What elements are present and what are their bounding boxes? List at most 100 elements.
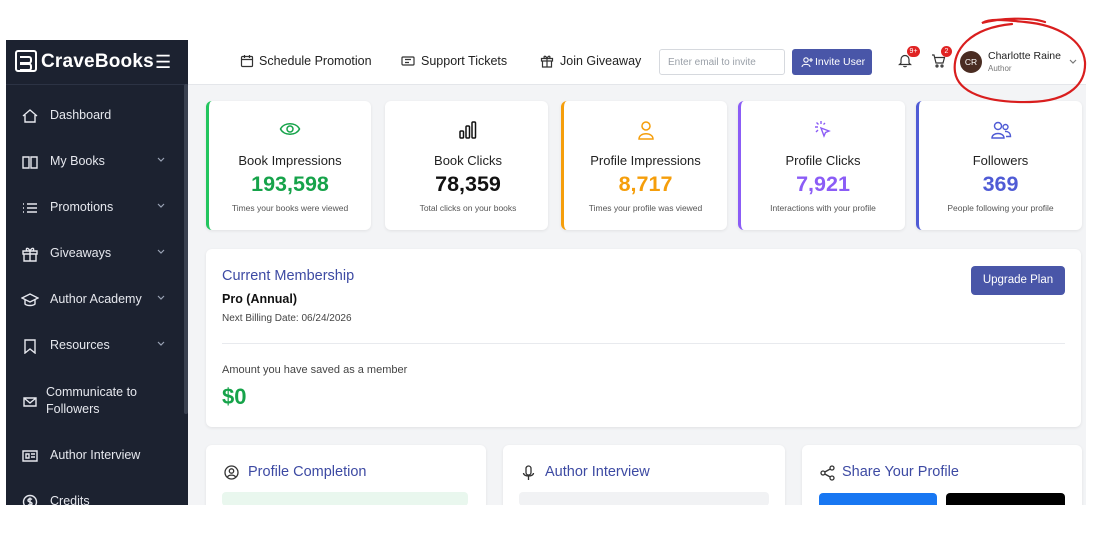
- sidebar-item-label: Dashboard: [50, 108, 112, 122]
- stat-description: Times your books were viewed: [231, 203, 349, 213]
- hamburger-menu-icon[interactable]: ☰: [155, 52, 172, 72]
- calendar-icon: [240, 55, 254, 68]
- notifications-button[interactable]: 9+: [898, 46, 920, 71]
- stat-value: 78,359: [435, 172, 501, 196]
- sidebar: CraveBooks ☰ Dashboard My Books Promotio…: [6, 40, 188, 505]
- chevron-down-icon: [157, 249, 165, 254]
- chevron-down-icon: [157, 341, 165, 346]
- gift-icon: [540, 55, 554, 68]
- stat-title: Profile Impressions: [590, 153, 701, 168]
- user-circle-icon: [224, 465, 239, 480]
- invite-user-button[interactable]: Invite User: [792, 49, 872, 75]
- graduation-cap-icon: [21, 293, 39, 307]
- stat-title: Book Impressions: [238, 153, 342, 168]
- list-icon: [23, 203, 37, 213]
- gift-icon: [22, 247, 38, 262]
- notifications-badge: 9+: [907, 46, 920, 57]
- saved-amount-value: $0: [222, 384, 247, 409]
- sidebar-item-label: Credits: [50, 494, 90, 505]
- brand-header: CraveBooks ☰: [6, 40, 188, 85]
- brand-name: CraveBooks: [41, 51, 154, 72]
- stat-card-book-impressions: Book Impressions 193,598 Times your book…: [206, 101, 371, 230]
- stat-description: Total clicks on your books: [419, 203, 517, 213]
- sidebar-item-label: Promotions: [50, 200, 114, 214]
- membership-title: Current Membership: [222, 268, 355, 284]
- stat-title: Profile Clicks: [785, 153, 861, 168]
- share-profile-card: Share Your Profile: [802, 445, 1082, 505]
- bookmark-icon: [24, 339, 36, 354]
- avatar[interactable]: CR: [960, 51, 982, 73]
- stat-title: Followers: [972, 153, 1029, 168]
- sidebar-item-resources[interactable]: Resources: [6, 326, 182, 366]
- stat-value: 369: [982, 172, 1019, 196]
- share-facebook-button[interactable]: [819, 493, 937, 505]
- ticket-icon: [401, 56, 415, 66]
- stat-value: 8,717: [618, 172, 673, 196]
- sidebar-item-credits[interactable]: Credits: [6, 482, 182, 505]
- share-profile-title: Share Your Profile: [842, 464, 959, 480]
- sidebar-item-my-books[interactable]: My Books: [6, 142, 182, 182]
- sidebar-item-label: Giveaways: [50, 246, 112, 260]
- share-x-button[interactable]: [946, 493, 1065, 505]
- chevron-down-icon: [157, 157, 165, 162]
- profile-completion-card: Profile Completion: [206, 445, 486, 505]
- sidebar-item-author-academy[interactable]: Author Academy: [6, 280, 182, 320]
- sidebar-item-label: Author Academy: [50, 292, 142, 306]
- stat-description: Times your profile was viewed: [588, 203, 703, 213]
- divider: [222, 343, 1065, 344]
- author-interview-title: Author Interview: [545, 464, 650, 480]
- invite-user-label: Invite User: [815, 56, 866, 68]
- upgrade-plan-button[interactable]: Upgrade Plan: [971, 266, 1065, 295]
- sidebar-scrollbar[interactable]: [184, 84, 188, 414]
- chevron-down-icon: [157, 203, 165, 208]
- content-placeholder: [519, 492, 769, 505]
- microphone-icon: [522, 465, 535, 480]
- user-plus-icon: [801, 57, 813, 68]
- sidebar-item-promotions[interactable]: Promotions: [6, 188, 182, 228]
- join-giveaway-label: Join Giveaway: [560, 54, 642, 68]
- stat-card-followers: Followers 369 People following your prof…: [916, 101, 1082, 230]
- saved-amount-label: Amount you have saved as a member: [222, 364, 408, 376]
- author-interview-card: Author Interview: [503, 445, 785, 505]
- sidebar-item-dashboard[interactable]: Dashboard: [6, 96, 182, 136]
- cart-icon: [932, 54, 946, 68]
- id-card-icon: [22, 450, 38, 462]
- user-role: Author: [988, 64, 1012, 73]
- cursor-click-icon: [815, 121, 831, 138]
- share-icon: [820, 465, 835, 481]
- sidebar-item-communicate[interactable]: Communicate to Followers: [6, 380, 182, 420]
- sidebar-item-giveaways[interactable]: Giveaways: [6, 234, 182, 274]
- dollar-icon: [22, 494, 38, 505]
- stat-value: 7,921: [796, 172, 850, 196]
- envelope-icon: [23, 397, 37, 407]
- next-billing-date: Next Billing Date: 06/24/2026: [222, 313, 352, 324]
- bar-chart-icon: [459, 121, 477, 139]
- sidebar-item-label: Communicate to Followers: [46, 385, 138, 416]
- cart-button[interactable]: 2: [931, 46, 952, 71]
- bell-icon: [898, 54, 912, 68]
- stat-value: 193,598: [251, 172, 329, 196]
- sidebar-item-author-interview[interactable]: Author Interview: [6, 436, 182, 476]
- eye-icon: [279, 123, 301, 135]
- stat-card-profile-impressions: Profile Impressions 8,717 Times your pro…: [561, 101, 727, 230]
- membership-card: Current Membership Pro (Annual) Next Bil…: [206, 249, 1081, 427]
- stat-description: People following your profile: [947, 203, 1054, 213]
- support-tickets-label: Support Tickets: [421, 54, 508, 68]
- top-bar: Schedule Promotion Support Tickets Join …: [188, 40, 1086, 85]
- app-window: CraveBooks ☰ Dashboard My Books Promotio…: [6, 40, 1086, 505]
- home-icon: [22, 109, 38, 123]
- sidebar-item-label: My Books: [50, 154, 105, 168]
- cart-badge: 2: [941, 46, 952, 57]
- progress-placeholder: [222, 492, 468, 505]
- chevron-down-icon: [157, 295, 165, 300]
- sidebar-item-label: Author Interview: [50, 448, 141, 462]
- cravebooks-logo-icon: [15, 50, 37, 72]
- stat-title: Book Clicks: [434, 153, 502, 168]
- membership-plan: Pro (Annual): [222, 292, 297, 306]
- sidebar-item-label: Resources: [50, 338, 110, 352]
- stat-description: Interactions with your profile: [770, 203, 876, 213]
- chevron-down-icon[interactable]: [1068, 57, 1078, 67]
- profile-completion-title: Profile Completion: [248, 464, 367, 480]
- invite-email-input[interactable]: [659, 49, 785, 75]
- users-icon: [990, 121, 1011, 139]
